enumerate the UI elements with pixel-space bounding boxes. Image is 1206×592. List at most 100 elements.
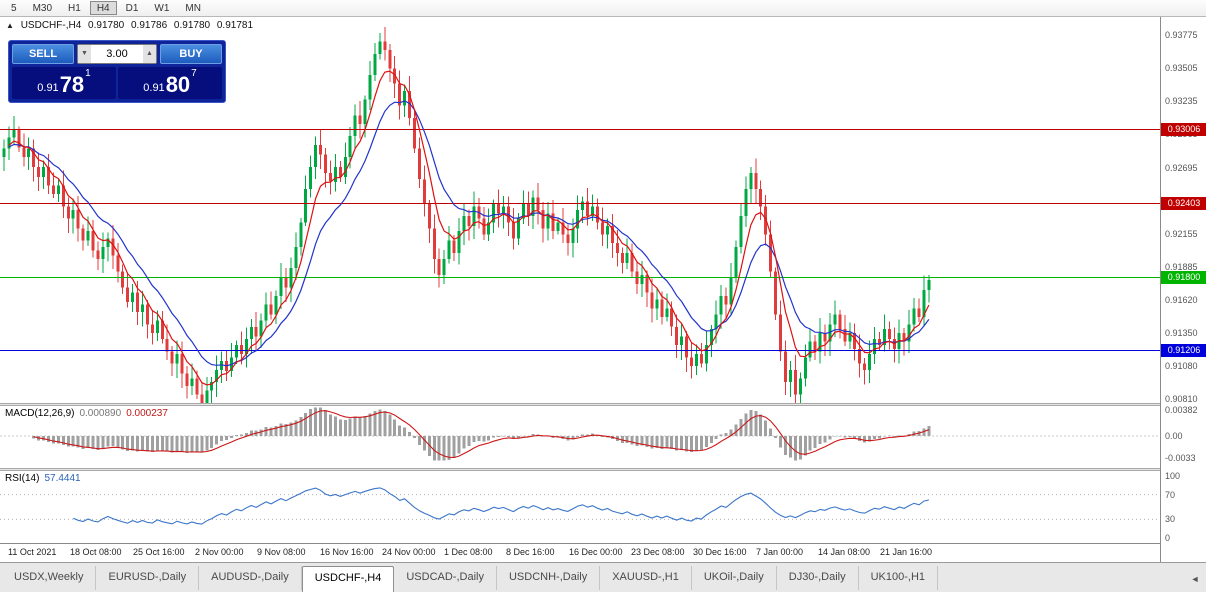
time-axis-label: 1 Dec 08:00 [444, 547, 493, 557]
price-tick: 0.92155 [1165, 229, 1198, 239]
time-axis-label: 14 Jan 08:00 [818, 547, 871, 557]
chart-tab-UKOil-Daily[interactable]: UKOil-,Daily [691, 566, 777, 590]
chart-tab-XAUUSD-H1[interactable]: XAUUSD-,H1 [600, 566, 692, 590]
price-tick: 0.93505 [1165, 63, 1198, 73]
price-line-badge: 0.91800 [1161, 271, 1206, 284]
timeframe-toolbar: 5 M30 H1 H4 D1 W1 MN [0, 0, 1206, 17]
rsi-label: RSI(14) 57.4441 [5, 473, 81, 484]
sell-price-sup: 1 [85, 68, 91, 79]
chart-tab-USDX-Weekly[interactable]: USDX,Weekly [2, 566, 97, 590]
pane-separator[interactable] [0, 468, 1206, 471]
chart-tab-DJ30-Daily[interactable]: DJ30-,Daily [776, 566, 859, 590]
chart-tab-AUDUSD-Daily[interactable]: AUDUSD-,Daily [199, 566, 302, 590]
time-axis-label: 9 Nov 08:00 [257, 547, 306, 557]
chart-tab-UK100-H1[interactable]: UK100-,H1 [858, 566, 939, 590]
chart-tab-bar: USDX,Weekly EURUSD-,Daily AUDUSD-,Daily USD… [0, 562, 1206, 592]
time-axis-label: 8 Dec 16:00 [506, 547, 555, 557]
time-axis-label: 7 Jan 00:00 [756, 547, 804, 557]
timeframe-button-5[interactable]: 5 [11, 3, 17, 14]
price-tick: 0.93235 [1165, 96, 1198, 106]
timeframe-button-MN[interactable]: MN [185, 3, 201, 14]
rsi-indicator-pane: RSI(14) 57.4441 [0, 471, 1160, 543]
ohlc-high: 0.91786 [130, 20, 168, 31]
time-axis-label: 24 Nov 00:00 [382, 547, 436, 557]
volume-up-button[interactable]: ▲ [143, 45, 156, 63]
rsi-name: RSI(14) [5, 473, 40, 484]
time-axis-label: 2 Nov 00:00 [195, 547, 244, 557]
price-tick: 0.91350 [1165, 328, 1198, 338]
tab-scroll-left-button[interactable]: ◄ [1190, 574, 1200, 584]
chart-tab-USDCNH-Daily[interactable]: USDCNH-,Daily [496, 566, 601, 590]
ohlc-low: 0.91780 [173, 20, 211, 31]
price-axis: 0.937750.935050.932350.929650.926950.924… [1160, 17, 1206, 562]
chart-tab-USDCAD-Daily[interactable]: USDCAD-,Daily [394, 566, 497, 590]
pane-separator[interactable] [0, 403, 1206, 406]
time-axis-label: 21 Jan 16:00 [880, 547, 933, 557]
main-chart-pane[interactable]: ▲ USDCHF-,H4 0.91780 0.91786 0.91780 0.9… [0, 17, 1160, 403]
time-axis-label: 11 Oct 2021 [8, 547, 57, 557]
macd-tick: -0.0033 [1165, 453, 1196, 463]
macd-canvas [0, 407, 1160, 461]
buy-button[interactable]: BUY [160, 44, 222, 64]
macd-signal-value: 0.000237 [126, 408, 168, 419]
macd-indicator-pane: MACD(12,26,9) 0.000890 0.000237 [0, 406, 1160, 468]
chart-symbol-period: USDCHF-,H4 [20, 20, 82, 31]
macd-label: MACD(12,26,9) 0.000890 0.000237 [5, 408, 168, 419]
buy-price-display[interactable]: 0.91 80 7 [118, 67, 222, 99]
price-tick: 0.93775 [1165, 30, 1198, 40]
rsi-tick: 100 [1165, 471, 1181, 481]
price-line-badge: 0.91206 [1161, 344, 1206, 357]
price-tick: 0.92695 [1165, 163, 1198, 173]
main-chart-canvas[interactable] [0, 17, 1160, 403]
time-axis-label: 16 Dec 00:00 [569, 547, 623, 557]
moving-averages [8, 70, 930, 386]
buy-price-sup: 7 [191, 68, 197, 79]
timeframe-button-M30[interactable]: M30 [32, 3, 53, 14]
macd-name: MACD(12,26,9) [5, 408, 75, 419]
ohlc-close: 0.91781 [216, 20, 254, 31]
ohlc-open: 0.91780 [88, 20, 125, 31]
rsi-canvas [0, 487, 1160, 525]
time-axis-label: 23 Dec 08:00 [631, 547, 685, 557]
chart-tab-USDCHF-H4[interactable]: USDCHF-,H4 [301, 566, 395, 592]
chart-ohlc-header: ▲ USDCHF-,H4 0.91780 0.91786 0.91780 0.9… [6, 20, 257, 31]
price-tick: 0.91885 [1165, 262, 1198, 272]
sell-button[interactable]: SELL [12, 44, 74, 64]
timeframe-button-H4[interactable]: H4 [89, 1, 117, 15]
rsi-value: 57.4441 [44, 473, 81, 484]
sell-price-big: 78 [59, 72, 85, 97]
sell-price-display[interactable]: 0.91 78 1 [12, 67, 116, 99]
time-axis-label: 30 Dec 16:00 [693, 547, 747, 557]
macd-main-value: 0.000890 [79, 408, 122, 419]
price-line-badge: 0.92403 [1161, 197, 1206, 210]
price-line-badge: 0.93006 [1161, 123, 1206, 136]
time-axis-label: 18 Oct 08:00 [70, 547, 122, 557]
timeframe-button-H1[interactable]: H1 [68, 3, 81, 14]
macd-tick: 0.00 [1165, 431, 1183, 441]
rsi-line [72, 487, 930, 525]
chart-tab-EURUSD-Daily[interactable]: EURUSD-,Daily [96, 566, 200, 590]
buy-price-big: 80 [165, 72, 191, 97]
trade-panel-collapse-icon[interactable]: ▲ [6, 21, 14, 30]
volume-down-button[interactable]: ▼ [78, 45, 91, 63]
price-tick: 0.91620 [1165, 295, 1198, 305]
price-tick: 0.90810 [1165, 394, 1198, 404]
rsi-tick: 0 [1165, 533, 1171, 543]
time-axis: 11 Oct 2021 18 Oct 08:00 25 Oct 16:00 2 Nov… [0, 543, 1160, 562]
buy-price-prefix: 0.91 [143, 82, 165, 94]
timeframe-button-D1[interactable]: D1 [125, 3, 139, 14]
chart-workspace: ▲ USDCHF-,H4 0.91780 0.91786 0.91780 0.9… [0, 17, 1206, 562]
rsi-tick: 30 [1165, 514, 1176, 524]
time-axis-label: 25 Oct 16:00 [133, 547, 185, 557]
time-axis-label: 16 Nov 16:00 [320, 547, 374, 557]
rsi-tick: 70 [1165, 490, 1176, 500]
price-tick: 0.91080 [1165, 361, 1198, 371]
timeframe-button-W1[interactable]: W1 [154, 3, 170, 14]
one-click-trade-panel: SELL ▼ ▲ BUY 0.91 78 1 0.91 [8, 40, 226, 103]
macd-signal-line [33, 410, 930, 459]
horizontal-lines [0, 128, 1160, 352]
sell-price-prefix: 0.91 [37, 82, 59, 94]
volume-box: ▼ ▲ [77, 44, 157, 64]
volume-input[interactable] [91, 48, 143, 60]
